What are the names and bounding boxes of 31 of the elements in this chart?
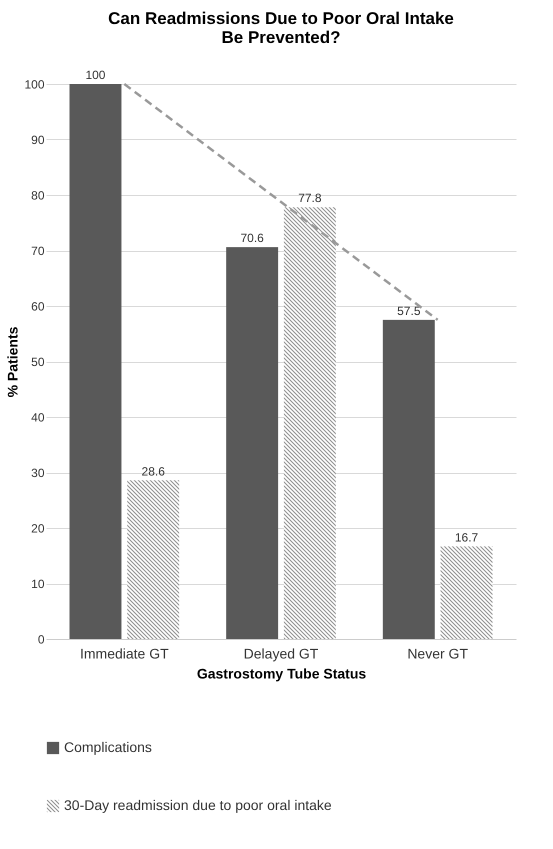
data-label: 57.5 <box>397 304 421 318</box>
data-label: 100 <box>85 68 106 82</box>
y-tick-label: 70 <box>31 244 45 258</box>
y-tick-label: 100 <box>24 78 45 92</box>
y-tick-label: 30 <box>31 466 45 480</box>
chart-title: Can Readmissions Due to Poor Oral Intake Be Prevented? <box>108 9 454 47</box>
bar <box>382 320 435 639</box>
y-tick-label: 90 <box>31 133 45 147</box>
y-tick-label: 50 <box>31 355 45 369</box>
x-tick-label: Immediate GT <box>80 646 170 662</box>
y-tick-label: 0 <box>38 632 45 646</box>
legend-label: Complications <box>64 739 152 755</box>
y-tick-label: 40 <box>31 410 45 424</box>
bar <box>226 247 278 639</box>
bar <box>284 207 336 639</box>
data-label: 28.6 <box>142 464 166 478</box>
data-label: 70.6 <box>240 231 264 246</box>
bar <box>70 84 122 639</box>
y-tick-label: 20 <box>31 522 45 536</box>
x-tick-label: Never GT <box>407 646 468 662</box>
y-axis-title: % Patients <box>4 326 20 398</box>
y-tick-label: 10 <box>31 577 45 591</box>
bar <box>440 546 492 639</box>
x-axis-title: Gastrostomy Tube Status <box>196 666 366 682</box>
x-tick-label: Delayed GT <box>244 646 319 662</box>
y-tick-label: 60 <box>31 300 45 314</box>
data-label: 77.8 <box>298 191 322 206</box>
data-label: 16.7 <box>454 530 479 544</box>
legend-label: 30-Day readmission due to poor oral intake <box>64 797 332 813</box>
y-tick-label: 80 <box>31 188 45 202</box>
bar <box>127 480 180 639</box>
